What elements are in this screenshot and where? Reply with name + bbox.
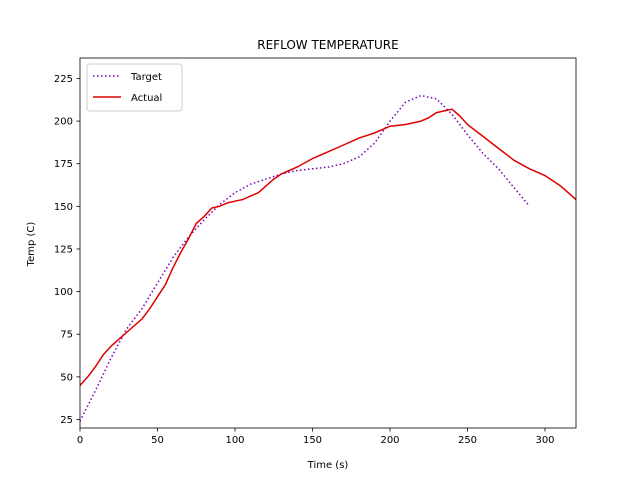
plot-frame bbox=[79, 57, 577, 429]
x-axis: 0 50 100 150 200 250 300 bbox=[77, 428, 555, 446]
x-tick-label: 300 bbox=[535, 435, 554, 446]
y-tick-label: 75 bbox=[60, 330, 73, 341]
legend-label-actual: Actual bbox=[131, 93, 162, 104]
x-tick-label: 250 bbox=[458, 435, 477, 446]
x-tick-label: 100 bbox=[225, 435, 244, 446]
y-tick-label: 225 bbox=[54, 74, 73, 85]
y-tick-label: 175 bbox=[54, 159, 73, 170]
y-tick-label: 100 bbox=[54, 287, 73, 298]
y-tick-label: 200 bbox=[54, 117, 73, 128]
y-tick-label: 50 bbox=[60, 372, 73, 383]
x-tick-label: 0 bbox=[77, 435, 83, 446]
series-line-target bbox=[80, 94, 531, 422]
x-tick-label: 50 bbox=[151, 435, 164, 446]
chart-title: REFLOW TEMPERATURE bbox=[257, 38, 398, 52]
y-axis-label: Temp (C) bbox=[26, 222, 37, 268]
legend-label-target: Target bbox=[130, 72, 162, 83]
y-tick-label: 125 bbox=[54, 244, 73, 255]
y-axis: 25 50 75 100 125 150 175 200 225 bbox=[54, 74, 80, 426]
legend: Target Actual bbox=[86, 63, 183, 112]
y-tick-label: 25 bbox=[60, 415, 73, 426]
series-line-actual bbox=[80, 108, 576, 386]
x-tick-label: 200 bbox=[380, 435, 399, 446]
x-tick-label: 150 bbox=[303, 435, 322, 446]
y-tick-label: 150 bbox=[54, 202, 73, 213]
plot-area bbox=[80, 94, 576, 422]
x-axis-label: Time (s) bbox=[307, 460, 349, 471]
legend-box bbox=[86, 63, 183, 112]
